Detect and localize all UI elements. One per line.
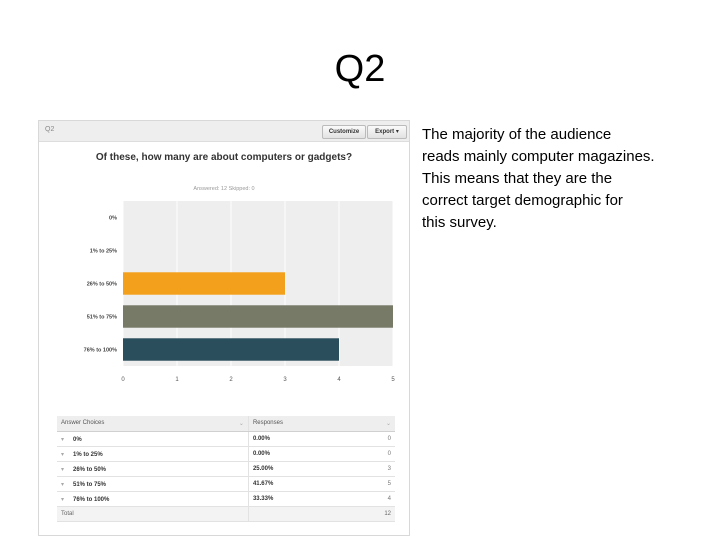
- bar[interactable]: [123, 305, 393, 328]
- response-percent: 0.00%: [248, 446, 364, 462]
- category-label: 26% to 50%: [87, 282, 117, 288]
- response-count: 0: [363, 431, 395, 447]
- responses-table: Answer Choices ⌄ Responses ⌄ ▾ 0% 0.00% 0 ▾…: [57, 416, 395, 522]
- sort-icon: ⌄: [385, 421, 391, 427]
- table-row: ▾ 76% to 100% 33.33% 4: [57, 491, 395, 507]
- question-title: Of these, how many are about computers o…: [95, 152, 353, 163]
- commentary-line: correct target demographic for: [422, 192, 623, 209]
- x-tick-label: 4: [337, 377, 341, 383]
- response-count: 4: [363, 491, 395, 507]
- x-tick-label: 1: [175, 377, 179, 383]
- response-count: 3: [363, 461, 395, 477]
- survey-question-panel: Q2 Customize Export ▾ Of these, how many…: [38, 120, 410, 536]
- total-row: Total 12: [57, 506, 395, 522]
- category-label: 0%: [109, 216, 117, 222]
- export-button[interactable]: Export ▾: [367, 125, 407, 139]
- slide-title: Q2: [334, 48, 386, 90]
- category-label: 51% to 75%: [87, 315, 117, 321]
- total-count: 12: [363, 506, 395, 522]
- answer-choices-header[interactable]: Answer Choices ⌄: [57, 416, 249, 432]
- total-label: Total: [57, 506, 249, 522]
- sort-icon: ⌄: [238, 421, 244, 427]
- answer-choice: 0%: [73, 436, 82, 443]
- bars: [123, 272, 393, 361]
- responses-header[interactable]: Responses ⌄: [248, 416, 395, 432]
- commentary-line: this survey.: [422, 214, 497, 231]
- question-label: Q2: [45, 126, 55, 133]
- chevron-down-icon[interactable]: ▾: [61, 481, 65, 488]
- table-row: ▾ 0% 0.00% 0: [57, 431, 395, 447]
- category-labels: 0% 1% to 25% 26% to 50% 51% to 75% 76% to 10…: [84, 216, 117, 354]
- bar-chart: 0% 1% to 25% 26% to 50% 51% to 75% 76% to 10…: [84, 201, 395, 383]
- commentary-text: The majority of the audience reads mainl…: [422, 124, 712, 234]
- x-tick-label: 5: [391, 377, 395, 383]
- response-percent: 0.00%: [248, 431, 364, 447]
- responses-header-label: Responses: [252, 420, 283, 426]
- answer-choice: 1% to 25%: [73, 451, 103, 458]
- response-count: 0: [363, 446, 395, 462]
- x-tick-label: 3: [283, 377, 287, 383]
- bar[interactable]: [123, 338, 339, 361]
- table-row: ▾ 1% to 25% 0.00% 0: [57, 446, 395, 462]
- x-tick-labels: 0 1 2 3 4 5: [121, 377, 395, 383]
- chevron-down-icon[interactable]: ▾: [61, 466, 65, 473]
- table-row: ▾ 26% to 50% 25.00% 3: [57, 461, 395, 477]
- x-tick-label: 2: [229, 377, 233, 383]
- category-label: 76% to 100%: [84, 348, 117, 354]
- x-tick-label: 0: [121, 377, 125, 383]
- commentary-line: The majority of the audience: [422, 126, 612, 143]
- response-count: 5: [363, 476, 395, 492]
- response-percent: 25.00%: [248, 461, 364, 477]
- response-percent: 33.33%: [248, 491, 364, 507]
- commentary-line: reads mainly computer magazines.: [422, 148, 655, 165]
- answer-choice: 51% to 75%: [73, 481, 107, 488]
- commentary-line: This means that they are the: [422, 170, 613, 187]
- panel-header: Q2 Customize Export ▾: [39, 121, 409, 142]
- chevron-down-icon[interactable]: ▾: [61, 451, 65, 458]
- bar[interactable]: [123, 272, 285, 295]
- table-row: ▾ 51% to 75% 41.67% 5: [57, 476, 395, 492]
- response-percent: 41.67%: [248, 476, 364, 492]
- chevron-down-icon[interactable]: ▾: [61, 436, 65, 443]
- category-label: 1% to 25%: [90, 249, 117, 255]
- answer-choices-header-label: Answer Choices: [61, 420, 105, 426]
- chevron-down-icon[interactable]: ▾: [61, 496, 65, 503]
- answered-skipped-stats: Answered: 12 Skipped: 0: [193, 186, 255, 192]
- customize-button[interactable]: Customize: [322, 125, 366, 139]
- answer-choice: 26% to 50%: [73, 466, 107, 473]
- answer-choice: 76% to 100%: [73, 496, 110, 503]
